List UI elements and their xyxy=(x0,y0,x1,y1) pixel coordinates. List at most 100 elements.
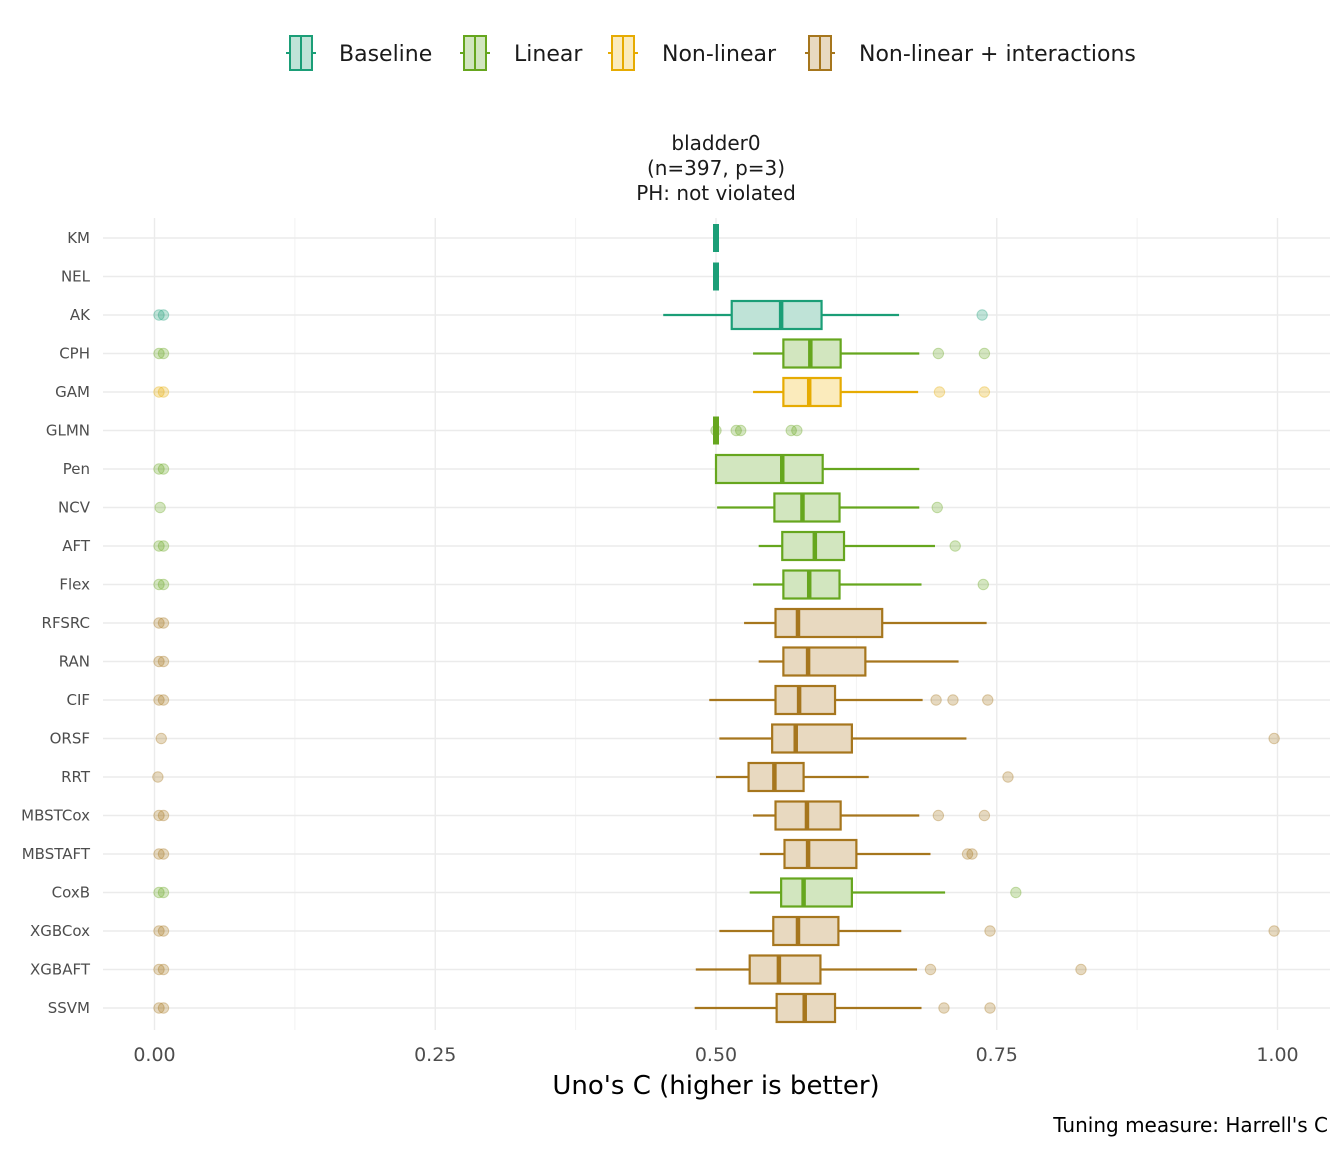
box-pen xyxy=(153,453,920,485)
y-axis-labels: KM NEL AK CPH GAM GLMN Pen NCV AFT Flex RFSRC RAN CI… xyxy=(21,229,91,1017)
outlier-point xyxy=(157,848,170,860)
box-coxb xyxy=(153,877,1022,908)
y-tick-label: ORSF xyxy=(50,730,90,748)
box-aft xyxy=(153,530,961,562)
box-xgbaft xyxy=(153,954,1087,985)
outlier-point xyxy=(961,848,974,860)
box-xgbcox xyxy=(153,915,1280,947)
box-glmn xyxy=(710,416,803,445)
outlier-point xyxy=(931,501,943,514)
outlier-point xyxy=(791,424,803,437)
facet-title-line-2: (n=397, p=3) xyxy=(647,156,785,180)
legend-label: Linear xyxy=(514,42,583,67)
outlier-point xyxy=(153,694,165,706)
box-rfsrc xyxy=(153,607,987,639)
outlier-point xyxy=(153,386,165,398)
outlier-point xyxy=(157,309,170,321)
x-tick-label: 0.00 xyxy=(133,1044,175,1066)
box-gam xyxy=(153,376,991,408)
caption: Tuning measure: Harrell's C xyxy=(1052,1113,1328,1137)
outlier-point xyxy=(157,1002,170,1014)
outlier-point xyxy=(735,424,747,437)
box-ssvm xyxy=(153,992,996,1024)
y-tick-label: SSVM xyxy=(48,999,90,1017)
y-tick-label: RRT xyxy=(61,768,91,786)
x-tick-label: 0.25 xyxy=(414,1044,456,1066)
outlier-point xyxy=(157,347,170,360)
outlier-point xyxy=(785,424,797,437)
outlier-point xyxy=(1268,925,1280,937)
outlier-point xyxy=(153,809,165,822)
outlier-point xyxy=(938,1002,950,1014)
iqr-box xyxy=(730,299,823,331)
legend: Baseline Linear Non-linear Non-linear + int… xyxy=(286,35,1136,71)
outlier-point xyxy=(1010,886,1022,899)
outlier-point xyxy=(932,347,945,360)
outlier-point xyxy=(947,694,959,706)
y-tick-label: GAM xyxy=(55,383,90,401)
y-tick-label: XGBCox xyxy=(30,922,90,940)
outlier-point xyxy=(982,694,994,706)
outlier-point xyxy=(154,501,166,514)
y-tick-label: Flex xyxy=(59,576,90,594)
outlier-point xyxy=(157,925,170,937)
iqr-box xyxy=(782,376,842,408)
outlier-point xyxy=(155,732,167,745)
x-axis-title: Uno's C (higher is better) xyxy=(552,1071,879,1101)
outlier-point xyxy=(978,347,991,360)
outlier-point xyxy=(978,809,991,822)
y-tick-label: Pen xyxy=(63,460,90,478)
outlier-point xyxy=(976,309,988,321)
outlier-point xyxy=(157,886,170,899)
y-tick-label: CoxB xyxy=(52,884,90,902)
outlier-point xyxy=(1002,771,1014,783)
box-ran xyxy=(153,646,959,677)
outlier-point xyxy=(153,655,165,668)
legend-label: Baseline xyxy=(339,42,432,67)
y-tick-label: MBSTAFT xyxy=(22,845,91,863)
y-tick-label: RAN xyxy=(59,653,90,671)
y-tick-label: XGBAFT xyxy=(30,961,91,979)
box-orsf xyxy=(155,723,1280,754)
outlier-point xyxy=(933,386,946,398)
outlier-point xyxy=(157,386,170,398)
plot-marks xyxy=(152,224,1280,1024)
iqr-box xyxy=(714,453,824,485)
box-rrt xyxy=(152,761,1014,793)
y-tick-label: RFSRC xyxy=(42,614,90,632)
outlier-point xyxy=(157,540,170,552)
facet-title-line-3: PH: not violated xyxy=(636,181,796,205)
outlier-point xyxy=(924,963,937,976)
y-tick-label: KM xyxy=(67,229,90,247)
outlier-point xyxy=(152,771,164,783)
outlier-point xyxy=(966,848,978,860)
y-tick-label: AK xyxy=(70,306,91,324)
y-tick-label: MBSTCox xyxy=(21,807,90,825)
box-cph xyxy=(153,338,991,369)
legend-item-nonlinear: Non-linear xyxy=(608,35,777,71)
outlier-point xyxy=(153,309,165,321)
outlier-point xyxy=(153,963,165,976)
outlier-point xyxy=(153,578,165,591)
outlier-point xyxy=(978,386,991,398)
outlier-point xyxy=(157,463,170,475)
box-cif xyxy=(153,684,994,716)
outlier-point xyxy=(949,540,961,552)
box-ak xyxy=(153,299,988,331)
iqr-box xyxy=(771,723,853,754)
box-mbstcox xyxy=(153,800,991,831)
legend-item-linear: Linear xyxy=(460,35,583,71)
outlier-point xyxy=(932,809,945,822)
outlier-point xyxy=(153,925,165,937)
iqr-box xyxy=(782,646,867,677)
y-tick-label: NCV xyxy=(58,499,91,517)
gridlines xyxy=(103,218,1330,1030)
outlier-point xyxy=(153,463,165,475)
legend-label: Non-linear + interactions xyxy=(859,42,1136,67)
outlier-point xyxy=(153,347,165,360)
iqr-box xyxy=(780,877,853,908)
x-tick-label: 1.00 xyxy=(1256,1044,1298,1066)
outlier-point xyxy=(730,424,742,437)
outlier-point xyxy=(157,655,170,668)
